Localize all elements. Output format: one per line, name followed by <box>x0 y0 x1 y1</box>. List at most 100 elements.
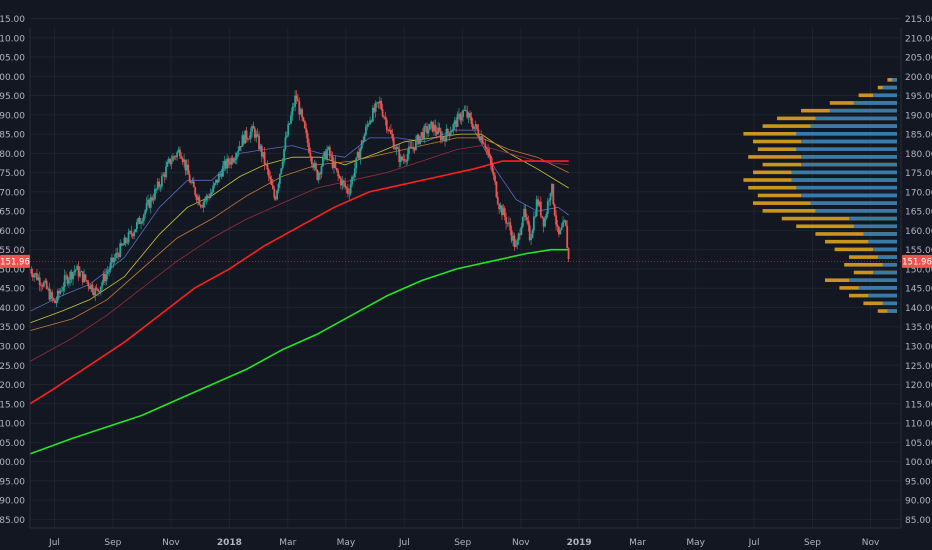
candle-body <box>564 220 567 226</box>
candle-body <box>537 199 539 206</box>
candle-body <box>433 124 435 132</box>
candle-body <box>384 117 387 120</box>
candle-body <box>557 226 560 235</box>
volume-profile-bar-inner <box>796 185 897 190</box>
candle-body <box>555 215 557 225</box>
y-tick-label-left: 140.00 <box>0 304 25 314</box>
candle-body <box>424 126 427 128</box>
volume-profile-bar-inner <box>882 262 897 267</box>
candle-body <box>402 159 405 161</box>
candle-body <box>167 158 170 163</box>
candle-body <box>131 234 134 237</box>
candle-body <box>348 193 351 195</box>
candle-body <box>459 113 462 121</box>
y-tick-label-left: 185.00 <box>0 131 25 141</box>
candle-body <box>321 156 324 167</box>
candle-body <box>480 136 483 141</box>
candle-body <box>228 163 231 165</box>
candle-body <box>323 151 326 157</box>
candle-body <box>509 222 512 231</box>
y-tick-label-right: 185.00 <box>905 131 932 141</box>
candle-body <box>184 159 187 171</box>
candle-body <box>439 131 442 141</box>
left-price-axis[interactable]: 85.00 90.00 95.00 100.00 105.00 110.00 115.00 1… <box>0 15 25 526</box>
candle-body <box>549 192 552 201</box>
candle-body <box>376 102 378 104</box>
y-tick-label-right: 180.00 <box>905 150 932 160</box>
candle-body <box>234 158 237 161</box>
candle-body <box>499 205 502 210</box>
candle-body <box>159 186 162 188</box>
candle-body <box>292 106 295 108</box>
candle-body <box>394 148 396 150</box>
time-axis[interactable]: Jul Sep Nov 2018 Mar May Jul Sep Nov 2019 Mar May Ju… <box>48 538 880 548</box>
candle-body <box>427 130 430 134</box>
last-price-tag-right <box>902 254 932 268</box>
x-tick-label: Mar <box>279 538 296 548</box>
candle-body <box>276 190 278 200</box>
candle-body <box>559 229 562 235</box>
candle-body <box>212 185 215 192</box>
candle-body <box>451 130 453 133</box>
candle-body <box>324 151 327 160</box>
candle-body <box>142 214 145 222</box>
volume-profile-bar-inner <box>801 193 897 198</box>
volume-profile-bar <box>781 216 897 221</box>
y-tick-label-left: 180.00 <box>0 150 25 160</box>
candle-body <box>252 126 255 129</box>
candle-body <box>45 280 48 289</box>
candle-body <box>267 169 270 177</box>
candle-body <box>444 138 446 142</box>
candle-body <box>441 136 444 141</box>
candle-body <box>506 222 509 224</box>
candle-body <box>285 135 288 138</box>
right-price-axis[interactable]: 85.00 90.00 95.00 100.00 105.00 110.00 115.00 1… <box>905 15 932 526</box>
candle-body <box>209 193 212 199</box>
y-tick-label-left: 160.00 <box>0 227 25 237</box>
candle-body <box>369 120 371 124</box>
candle-body <box>477 129 480 137</box>
candle-body <box>163 174 166 178</box>
candle-body <box>478 136 481 141</box>
candle-body <box>42 282 45 287</box>
candle-body <box>503 208 506 217</box>
candle-body <box>287 124 290 136</box>
candle-body <box>538 201 541 206</box>
candle-body <box>458 113 460 115</box>
candle-body <box>498 204 501 210</box>
candle-body <box>377 102 380 104</box>
volume-profile-bar-inner <box>815 116 897 121</box>
candle-body <box>306 133 309 143</box>
candle-body <box>399 156 402 162</box>
candle-body <box>542 217 545 227</box>
x-tick-label: 2019 <box>567 538 592 548</box>
candle-body <box>308 142 310 153</box>
y-tick-label-right: 210.00 <box>905 34 932 44</box>
candle-body <box>205 195 208 201</box>
candle-body <box>160 175 163 187</box>
last-price-tags: 151.96 151.96 <box>0 254 932 268</box>
candle-body <box>501 205 503 216</box>
volume-profile-bar <box>849 255 897 259</box>
x-tick-label: Sep <box>804 538 821 548</box>
candle-body <box>301 109 303 118</box>
candle-body <box>47 288 49 290</box>
candle-body <box>51 292 54 299</box>
candle-body <box>358 151 360 159</box>
x-tick-label: May <box>686 538 705 548</box>
series-line-ma_red <box>29 160 569 405</box>
candle-body <box>30 269 33 274</box>
candle-body <box>48 288 51 300</box>
candle-body <box>117 254 120 258</box>
y-tick-label-left: 205.00 <box>0 54 25 64</box>
candle-body <box>237 150 240 154</box>
candle-body <box>520 226 523 235</box>
candle-body <box>269 176 272 180</box>
candle-body <box>494 175 496 182</box>
candle-body <box>476 124 478 130</box>
candle-body <box>255 134 258 138</box>
candle-body <box>194 187 197 196</box>
candle-body <box>521 217 524 227</box>
y-tick-label-left: 145.00 <box>0 285 25 295</box>
